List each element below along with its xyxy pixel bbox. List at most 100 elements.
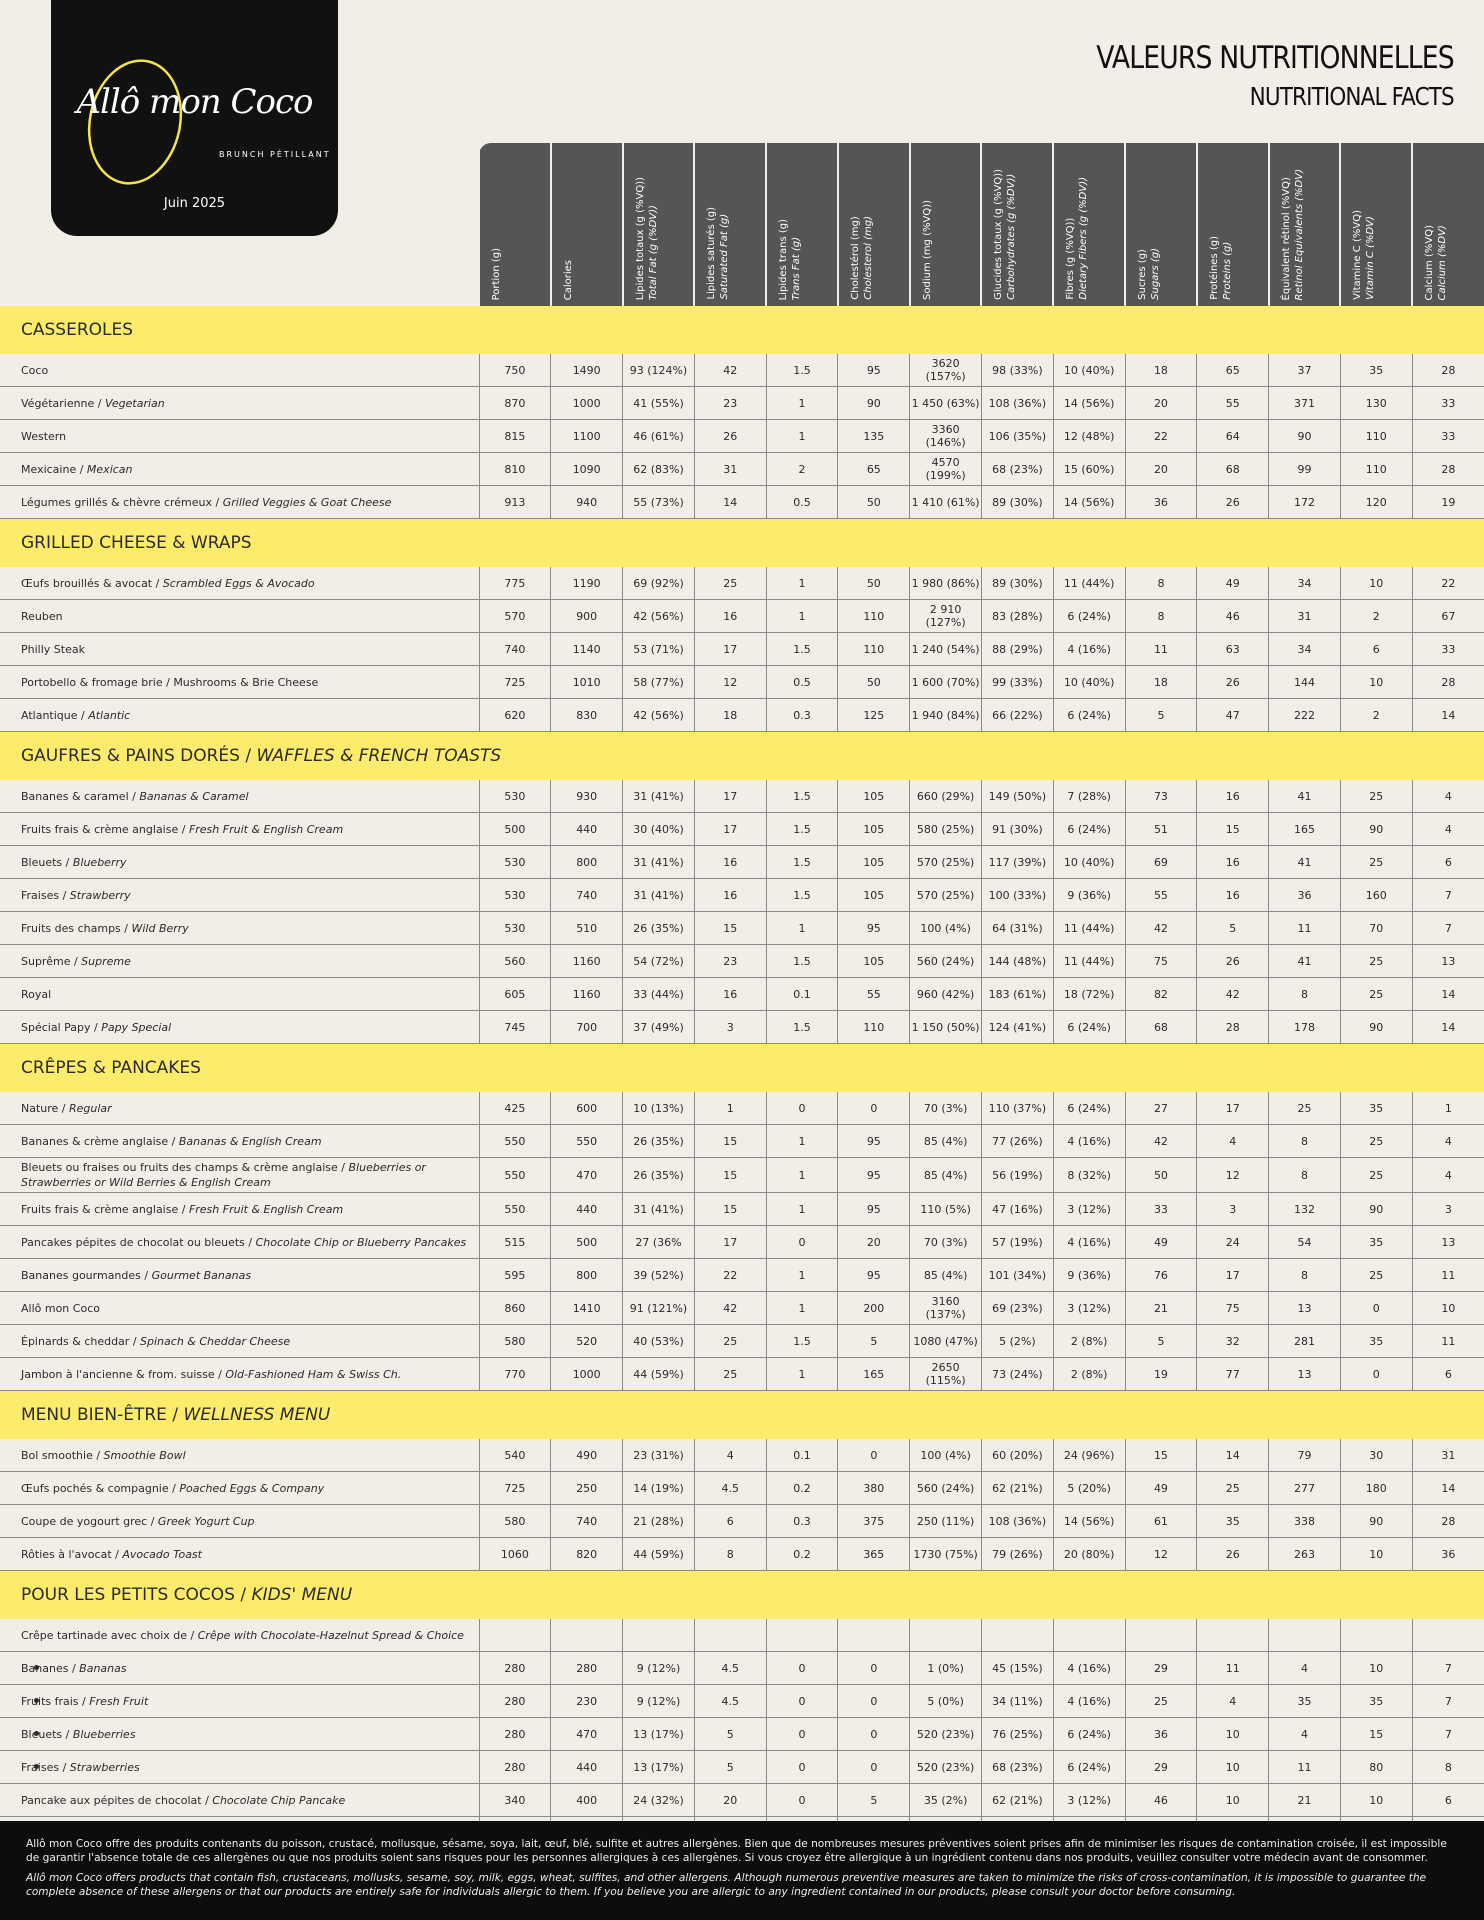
item-name-fr: Suprême / bbox=[21, 954, 82, 968]
value-cell: 23 bbox=[693, 386, 767, 420]
empty-cell bbox=[837, 1619, 910, 1652]
item-row: Spécial Papy / Papy Special 745 700 37 (49%… bbox=[0, 1010, 1484, 1044]
value-cell: 11 bbox=[1411, 1258, 1484, 1292]
item-name: Reuben bbox=[0, 599, 480, 633]
value-cell: 1 450 (63%) bbox=[909, 386, 982, 420]
value-cell: 8 (32%) bbox=[1052, 1157, 1126, 1193]
column-label-en: Saturated Fat (g) bbox=[719, 214, 731, 300]
section-title: CRÊPES & PANCAKES bbox=[0, 1043, 1484, 1092]
item-name: Coco bbox=[0, 354, 480, 387]
value-cell: 3 bbox=[1196, 1192, 1269, 1226]
value-cell: 4.5 bbox=[693, 1471, 767, 1505]
value-cell: 5 bbox=[693, 1717, 767, 1751]
value-cell: 9 (12%) bbox=[622, 1684, 695, 1718]
value-cell: 10 (40%) bbox=[1052, 845, 1126, 879]
value-cell: 20 (80%) bbox=[1052, 1537, 1126, 1571]
column-label-fr: Glucides totaux (g (%VQ)) bbox=[993, 169, 1005, 300]
value-cell: 560 (24%) bbox=[909, 944, 982, 978]
value-cell: 35 bbox=[1339, 1225, 1413, 1259]
value-cell: 13 (17%) bbox=[622, 1717, 695, 1751]
value-cell: 0 bbox=[765, 1684, 838, 1718]
value-cell: 15 bbox=[1196, 812, 1269, 846]
value-cell: 30 bbox=[1339, 1439, 1413, 1472]
item-row: Végétarienne / Vegetarian 870 1000 41 (55%)… bbox=[0, 386, 1484, 420]
value-cell: 85 (4%) bbox=[909, 1258, 982, 1292]
section-title: MENU BIEN-ÊTRE / WELLNESS MENU bbox=[0, 1390, 1484, 1439]
column-label: Portion (g) bbox=[480, 240, 503, 306]
value-cell: 110 (5%) bbox=[909, 1192, 982, 1226]
column-label-fr: Sodium (mg (%VQ)) bbox=[921, 200, 933, 300]
value-cell: 1 bbox=[765, 1357, 838, 1391]
value-cell: 93 (124%) bbox=[622, 354, 695, 387]
value-cell: 105 bbox=[837, 812, 910, 846]
value-cell: 117 (39%) bbox=[980, 845, 1054, 879]
item-row: Pancake aux pépites de chocolat / Chocol… bbox=[0, 1783, 1484, 1817]
value-cell: 69 (23%) bbox=[980, 1291, 1054, 1325]
item-name-en: Fresh Fruit & English Cream bbox=[188, 822, 344, 836]
value-cell: 371 bbox=[1268, 386, 1341, 420]
value-cell: 550 bbox=[478, 1192, 551, 1226]
value-cell: 68 (23%) bbox=[980, 1750, 1054, 1784]
value-cell: 5 (20%) bbox=[1052, 1471, 1126, 1505]
value-cell: 340 bbox=[478, 1783, 551, 1817]
value-cell: 69 (92%) bbox=[622, 567, 695, 600]
value-cell: 35 bbox=[1339, 354, 1413, 387]
value-cell: 660 (29%) bbox=[909, 780, 982, 813]
value-cell: 26 bbox=[1196, 485, 1269, 519]
item-name-en: Spinach & Cheddar Cheese bbox=[140, 1334, 291, 1348]
value-cell: 35 bbox=[1196, 1504, 1269, 1538]
value-cell: 110 bbox=[1339, 452, 1413, 486]
value-cell: 7 (28%) bbox=[1052, 780, 1126, 813]
item-name-fr: Allô mon Coco bbox=[21, 1301, 100, 1315]
value-cell: 79 bbox=[1268, 1439, 1341, 1472]
value-cell: 34 bbox=[1268, 567, 1341, 600]
value-cell: 1 bbox=[1411, 1092, 1484, 1125]
value-cell: 380 bbox=[837, 1471, 910, 1505]
value-cell: 55 bbox=[1124, 878, 1197, 912]
value-cell: 35 bbox=[1268, 1684, 1341, 1718]
value-cell: 1000 bbox=[550, 1357, 623, 1391]
value-cell: 25 bbox=[1339, 1157, 1413, 1193]
value-cell: 11 bbox=[1124, 632, 1197, 666]
value-cell: 31 bbox=[1411, 1439, 1484, 1472]
value-cell: 99 (33%) bbox=[980, 665, 1054, 699]
item-name-en: Old-Fashioned Ham & Swiss Ch. bbox=[225, 1367, 402, 1381]
value-cell: 1 980 (86%) bbox=[909, 567, 982, 600]
value-cell: 85 (4%) bbox=[909, 1157, 982, 1193]
column-label-fr: Sucres (g) bbox=[1137, 249, 1149, 300]
value-cell: 1.5 bbox=[765, 812, 838, 846]
value-cell: 570 bbox=[478, 599, 551, 633]
value-cell: 13 bbox=[1411, 944, 1484, 978]
value-cell: 17 bbox=[693, 1225, 767, 1259]
value-cell: 0.5 bbox=[765, 485, 838, 519]
value-cell: 9 (12%) bbox=[622, 1651, 695, 1685]
value-cell: 144 bbox=[1268, 665, 1341, 699]
value-cell: 0 bbox=[1339, 1291, 1413, 1325]
value-cell: 91 (121%) bbox=[622, 1291, 695, 1325]
empty-cell bbox=[1196, 1619, 1269, 1652]
value-cell: 89 (30%) bbox=[980, 485, 1054, 519]
value-cell: 15 bbox=[1124, 1439, 1197, 1472]
value-cell: 0.3 bbox=[765, 698, 838, 732]
value-cell: 580 bbox=[478, 1504, 551, 1538]
item-row: Reuben 570 900 42 (56%) 16 1 110 2 910 (127%) 83… bbox=[0, 599, 1484, 633]
value-cell: 10 bbox=[1196, 1717, 1269, 1751]
column-label: Vitamine C (%VQ) Vitamin C (%DV) bbox=[1341, 202, 1377, 306]
value-cell: 110 bbox=[837, 599, 910, 633]
value-cell: 19 bbox=[1411, 485, 1484, 519]
value-cell: 41 bbox=[1268, 845, 1341, 879]
titles: VALEURS NUTRITIONNELLES NUTRITIONAL FACT… bbox=[1038, 40, 1454, 111]
value-cell: 68 bbox=[1124, 1010, 1197, 1044]
item-row: Bol smoothie / Smoothie Bowl 540 490 23 (31… bbox=[0, 1439, 1484, 1472]
value-cell: 25 bbox=[1268, 1092, 1341, 1125]
value-cell: 26 bbox=[1196, 665, 1269, 699]
empty-cell bbox=[980, 1619, 1054, 1652]
item-name-fr: Reuben bbox=[21, 609, 63, 623]
section-title-fr: GRILLED CHEESE & WRAPS bbox=[21, 533, 252, 553]
value-cell: 90 bbox=[1339, 812, 1413, 846]
value-cell: 36 bbox=[1411, 1537, 1484, 1571]
item-name: Bananes & caramel / Bananas & Caramel bbox=[0, 780, 480, 813]
value-cell: 0.5 bbox=[765, 665, 838, 699]
value-cell: 88 (29%) bbox=[980, 632, 1054, 666]
item-row: Bananes / Bananas 280 280 9 (12%) 4.5 0 0 1 (0%… bbox=[0, 1651, 1484, 1685]
